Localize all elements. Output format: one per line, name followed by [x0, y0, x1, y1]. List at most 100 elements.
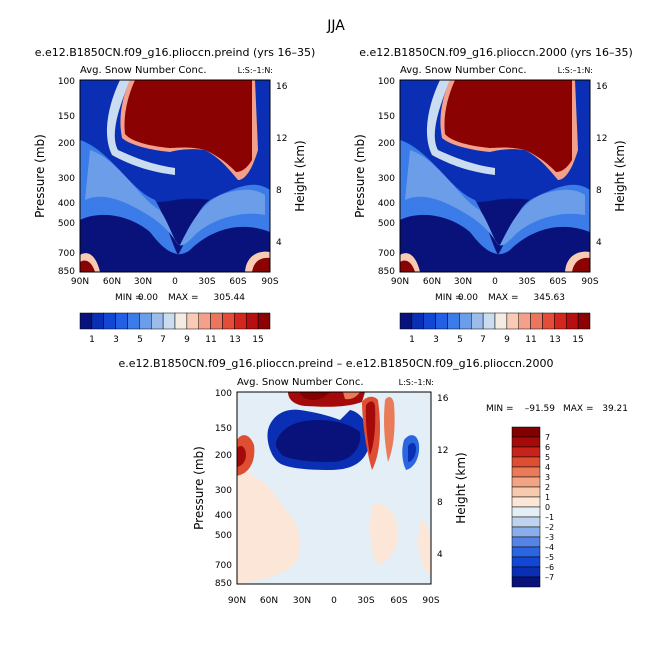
colorbar-label: –2	[545, 523, 554, 532]
colorbar-label: –4	[545, 543, 554, 552]
y-axis-right: 16 12 8 4 Height (km)	[276, 82, 307, 248]
level-tag: L:S:–1:N:	[238, 66, 273, 75]
colorbar-swatch	[162, 312, 176, 330]
panel-2000: e.e12.B1850CN.f09_g16.plioccn.2000 (yrs …	[353, 46, 633, 345]
colorbar-swatch	[423, 312, 436, 330]
colorbar-label: –5	[545, 553, 554, 562]
y-tick-label: 100	[58, 77, 75, 87]
colorbar-swatch	[435, 312, 448, 330]
colorbar-swatch	[506, 312, 519, 330]
max-label: MAX =	[563, 404, 594, 414]
colorbar-swatch	[511, 456, 541, 468]
colorbar-label: 11	[525, 335, 536, 345]
plot-frame	[79, 79, 271, 273]
min-label: MIN =	[486, 404, 514, 414]
y-tick-label: 500	[215, 531, 232, 541]
colorbar-label: 15	[572, 335, 583, 345]
colorbar-swatch	[103, 312, 116, 330]
colorbar-label: 2	[545, 483, 550, 492]
colorbar-swatch	[174, 312, 188, 330]
variable-label: Avg. Snow Number Conc.	[237, 377, 364, 388]
height-tick-label: 4	[437, 550, 443, 560]
colorbar-label: –1	[545, 513, 554, 522]
y-tick-label: 400	[215, 511, 232, 521]
y-axis-right: 16 12 8 4 Height (km)	[437, 394, 468, 560]
field-plot	[80, 80, 270, 272]
min-max-readout: MIN = –91.59 MAX = 39.21	[486, 404, 628, 414]
height-tick-label: 12	[437, 446, 448, 456]
y-tick-label: 300	[58, 174, 75, 184]
height-tick-label: 8	[596, 186, 602, 196]
colorbar-swatch	[518, 312, 531, 330]
colorbar-swatch	[91, 312, 104, 330]
x-tick-label: 60N	[103, 277, 121, 287]
x-tick-label: 60N	[423, 277, 441, 287]
colorbar-swatch	[127, 312, 140, 330]
y-axis-title: Pressure (mb)	[33, 134, 47, 218]
colorbar-swatch	[79, 312, 93, 330]
colorbar-label: 1	[545, 493, 550, 502]
x-tick-label: 90S	[422, 596, 439, 606]
colorbar: 1 3 5 7 9 11 13 15	[399, 312, 591, 345]
variable-label: Avg. Snow Number Conc.	[80, 65, 207, 76]
height-axis-title: Height (km)	[293, 140, 307, 211]
height-tick-label: 4	[276, 238, 282, 248]
x-tick-label: 60S	[229, 277, 246, 287]
x-tick-label: 30N	[454, 277, 472, 287]
colorbar-swatch	[511, 576, 541, 588]
colorbar-label: 9	[504, 335, 510, 345]
colorbar-label: 7	[160, 335, 166, 345]
colorbar-swatch	[511, 486, 541, 498]
min-label: MIN =	[435, 293, 463, 303]
x-tick-label: 30S	[357, 596, 374, 606]
y-tick-label: 200	[215, 451, 232, 461]
colorbar-label: 13	[229, 335, 240, 345]
colorbar-label: 3	[433, 335, 439, 345]
colorbar-swatch	[511, 426, 541, 438]
level-tag: L:S:–1:N:	[399, 378, 434, 387]
y-axis-left: 100 150 200 300 400 500 700 850 Pressure…	[353, 77, 395, 277]
y-axis-title: Pressure (mb)	[192, 446, 206, 530]
x-tick-label: 30N	[293, 596, 311, 606]
x-tick-label: 60N	[260, 596, 278, 606]
colorbar-label: 7	[545, 433, 550, 442]
height-axis-title: Height (km)	[454, 452, 468, 523]
x-tick-label: 90S	[261, 277, 278, 287]
x-tick-label: 0	[172, 277, 178, 287]
colorbar-label: 3	[545, 473, 550, 482]
page-title: JJA	[326, 18, 345, 34]
height-tick-label: 8	[276, 186, 282, 196]
colorbar-swatch	[246, 312, 259, 330]
min-max-readout: MIN = 0.00 MAX = 305.44	[115, 293, 245, 303]
colorbar-swatch	[115, 312, 128, 330]
height-tick-label: 8	[437, 498, 443, 508]
colorbar-label: –7	[545, 573, 554, 582]
y-tick-label: 150	[378, 112, 395, 122]
colorbar-swatch	[471, 312, 484, 330]
height-tick-label: 16	[276, 82, 288, 92]
colorbar-swatch	[222, 312, 235, 330]
x-tick-label: 90S	[581, 277, 598, 287]
colorbar-label: 3	[113, 335, 119, 345]
x-tick-label: 90N	[391, 277, 409, 287]
colorbar-label: 15	[252, 335, 263, 345]
colorbar-swatch	[566, 312, 579, 330]
max-label: MAX =	[168, 293, 199, 303]
y-tick-label: 700	[378, 249, 395, 259]
max-value: 305.44	[214, 293, 246, 303]
variable-label: Avg. Snow Number Conc.	[400, 65, 527, 76]
colorbar-swatch	[459, 312, 472, 330]
colorbar-swatch	[447, 312, 460, 330]
max-value: 345.63	[534, 293, 566, 303]
y-tick-label: 300	[215, 486, 232, 496]
field-plot	[400, 80, 590, 272]
height-tick-label: 4	[596, 238, 602, 248]
colorbar-label: 9	[184, 335, 190, 345]
colorbar-label: –6	[545, 563, 554, 572]
level-tag: L:S:–1:N:	[558, 66, 593, 75]
x-axis: 90N 60N 30N 0 30S 60S 90S	[391, 277, 599, 287]
x-axis: 90N 60N 30N 0 30S 60S 90S	[71, 277, 279, 287]
y-axis-right: 16 12 8 4 Height (km)	[596, 82, 627, 248]
colorbar-swatch	[139, 312, 152, 330]
y-tick-label: 200	[58, 139, 75, 149]
